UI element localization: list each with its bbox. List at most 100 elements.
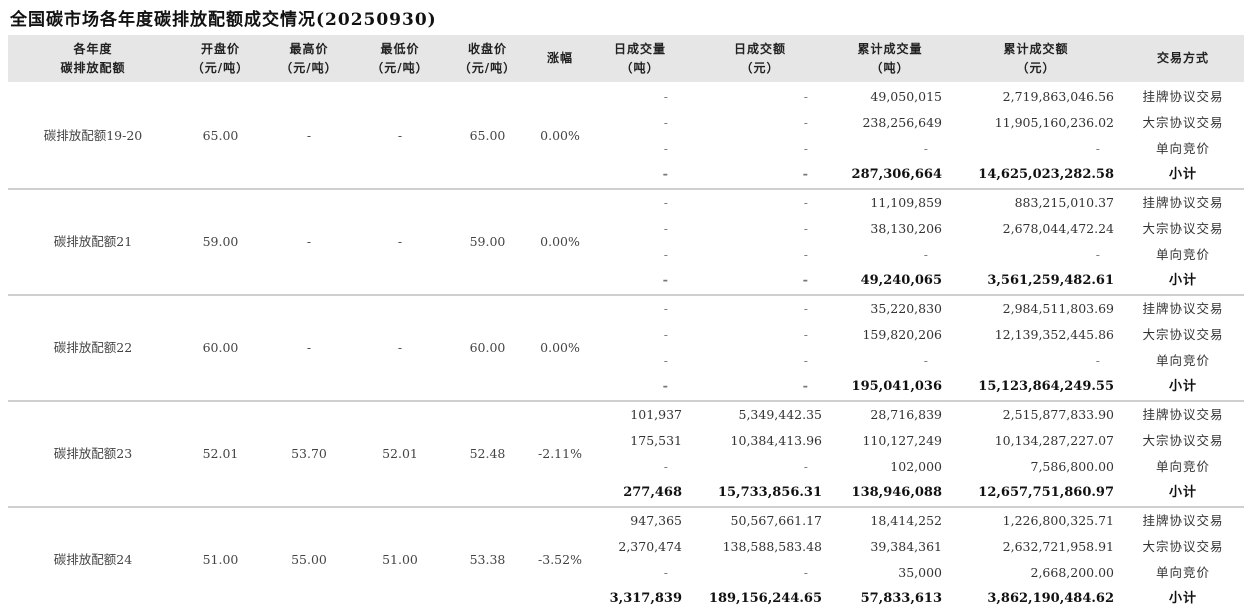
daily-amount: - — [802, 379, 808, 394]
daily-volume: 947,365 — [590, 506, 690, 534]
cum-amount: - — [1095, 353, 1100, 368]
header-low-price: 最低价 （元/吨） — [355, 35, 445, 83]
trade-method: 单向竞价 — [1155, 141, 1210, 156]
table-row: - - - - 单向竞价 — [8, 348, 1244, 374]
daily-volume: - — [663, 115, 668, 130]
cum-amount: 3,862,190,484.62 — [987, 591, 1114, 606]
low-price: - — [355, 294, 445, 401]
cum-volume: 38,130,206 — [870, 221, 942, 236]
open-price: 60.00 — [178, 294, 263, 401]
daily-amount: - — [803, 141, 808, 156]
daily-volume: 101,937 — [590, 400, 690, 428]
trade-method: 挂牌协议交易 — [1122, 506, 1244, 534]
subtotal-row: - - 195,041,036 15,123,864,249.55 小计 — [8, 374, 1244, 401]
low-price: - — [355, 188, 445, 295]
daily-volume: - — [590, 82, 690, 110]
carbon-trading-table: 各年度 碳排放配额 开盘价 （元/吨） 最高价 （元/吨） 最低价 （元/吨） 收盘价 （元/吨）… — [8, 35, 1244, 612]
daily-volume: 2,370,474 — [618, 539, 682, 554]
header-label: （元/吨） — [458, 60, 517, 75]
cum-amount: 2,984,511,803.69 — [950, 294, 1122, 322]
daily-amount: - — [803, 327, 808, 342]
cum-volume: 159,820,206 — [862, 327, 942, 342]
daily-amount: - — [690, 188, 830, 216]
high-price: - — [263, 188, 355, 295]
subtotal-row: 277,468 15,733,856.31 138,946,088 12,657,75… — [8, 480, 1244, 507]
low-price: 51.00 — [355, 506, 445, 612]
cum-volume: - — [923, 247, 928, 262]
header-label: （吨） — [620, 60, 660, 75]
daily-amount: - — [803, 459, 808, 474]
cum-amount: 7,586,800.00 — [1030, 459, 1115, 474]
header-cum-amount: 累计成交额 （元） — [950, 35, 1122, 83]
header-label: （元/吨） — [280, 60, 338, 75]
header-label: （元） — [740, 60, 780, 75]
daily-amount: - — [803, 353, 808, 368]
cum-volume: 11,109,859 — [830, 188, 950, 216]
header-label: 日成交额 — [733, 41, 786, 56]
table-row: 碳排放配额22 60.00- -60.00 0.00% - -35,220,830 2,98… — [8, 294, 1244, 401]
table-body: 碳排放配额19-20 65.00- -65.00 0.00% - -49,050,015 2… — [8, 82, 1244, 612]
daily-amount: 10,384,413.96 — [730, 433, 822, 448]
cum-amount: 15,123,864,249.55 — [978, 379, 1114, 394]
table-row: - - - - 单向竞价 — [8, 242, 1244, 268]
high-price: - — [263, 294, 355, 401]
allowance-name: 碳排放配额21 — [8, 188, 178, 295]
header-allowance-year: 各年度 碳排放配额 — [8, 35, 178, 83]
cum-volume: 49,240,065 — [860, 273, 942, 288]
allowance-name: 碳排放配额23 — [8, 400, 178, 507]
high-price: 55.00 — [263, 506, 355, 612]
change-percent: -2.11% — [530, 400, 590, 507]
header-trade-method: 交易方式 — [1122, 35, 1244, 83]
cum-volume: 35,000 — [898, 565, 942, 580]
daily-volume: - — [663, 327, 668, 342]
trade-method: 单向竞价 — [1155, 459, 1210, 474]
allowance-name: 碳排放配额24 — [8, 506, 178, 612]
daily-volume: - — [663, 141, 668, 156]
cum-volume: 195,041,036 — [851, 379, 942, 394]
trade-method: 小计 — [1168, 591, 1197, 606]
header-label: （元/吨） — [191, 60, 250, 75]
subtotal-row: - - 287,306,664 14,625,023,282.58 小计 — [8, 162, 1244, 189]
daily-volume: 3,317,839 — [609, 591, 682, 606]
daily-volume: - — [662, 167, 668, 182]
header-label: （元） — [1016, 60, 1056, 75]
cum-volume: 110,127,249 — [862, 433, 942, 448]
change-percent: 0.00% — [530, 294, 590, 401]
cum-amount: 3,561,259,482.61 — [987, 273, 1114, 288]
cum-amount: 1,226,800,325.71 — [950, 506, 1122, 534]
daily-volume: 277,468 — [623, 485, 682, 500]
daily-amount: - — [803, 221, 808, 236]
header-change: 涨幅 — [530, 35, 590, 83]
header-label: 收盘价 — [467, 41, 507, 56]
close-price: 59.00 — [445, 188, 530, 295]
daily-amount: 138,588,583.48 — [722, 539, 822, 554]
header-label: 碳排放配额 — [60, 60, 126, 75]
table-row: 碳排放配额23 52.01 53.70 52.01 52.48 -2.11% 101,937… — [8, 400, 1244, 507]
trade-method: 挂牌协议交易 — [1122, 400, 1244, 428]
trade-method: 大宗协议交易 — [1142, 539, 1224, 554]
header-open-price: 开盘价 （元/吨） — [178, 35, 263, 83]
subtotal-row: - - 49,240,065 3,561,259,482.61 小计 — [8, 268, 1244, 295]
daily-volume: 175,531 — [630, 433, 682, 448]
open-price: 52.01 — [178, 400, 263, 507]
table-row: 碳排放配额19-20 65.00- -65.00 0.00% - -49,050,015 2… — [8, 82, 1244, 189]
trade-method: 单向竞价 — [1155, 565, 1210, 580]
close-price: 52.48 — [445, 400, 530, 507]
table-row: - - 159,820,206 12,139,352,445.86 大宗协议交易 — [8, 322, 1244, 348]
cum-amount: 883,215,010.37 — [950, 188, 1122, 216]
cum-amount: - — [1095, 247, 1100, 262]
cum-amount: 2,678,044,472.24 — [1002, 221, 1114, 236]
table-row: 175,531 10,384,413.96 110,127,249 10,134,28… — [8, 428, 1244, 454]
header-close-price: 收盘价 （元/吨） — [445, 35, 530, 83]
daily-amount: - — [802, 273, 808, 288]
trade-method: 挂牌协议交易 — [1122, 188, 1244, 216]
cum-volume: 39,384,361 — [870, 539, 942, 554]
trade-method: 挂牌协议交易 — [1122, 82, 1244, 110]
table-row: 2,370,474 138,588,583.48 39,384,361 2,632,7… — [8, 534, 1244, 560]
trade-method: 单向竞价 — [1155, 353, 1210, 368]
table-row: 碳排放配额24 51.00 55.00 51.00 53.38 -3.52% 947,365… — [8, 506, 1244, 612]
change-percent: -3.52% — [530, 506, 590, 612]
table-row: 碳排放配额21 59.00- -59.00 0.00% - -11,109,859 883,… — [8, 188, 1244, 295]
header-daily-amount: 日成交额 （元） — [690, 35, 830, 83]
header-label: 最高价 — [289, 41, 329, 56]
